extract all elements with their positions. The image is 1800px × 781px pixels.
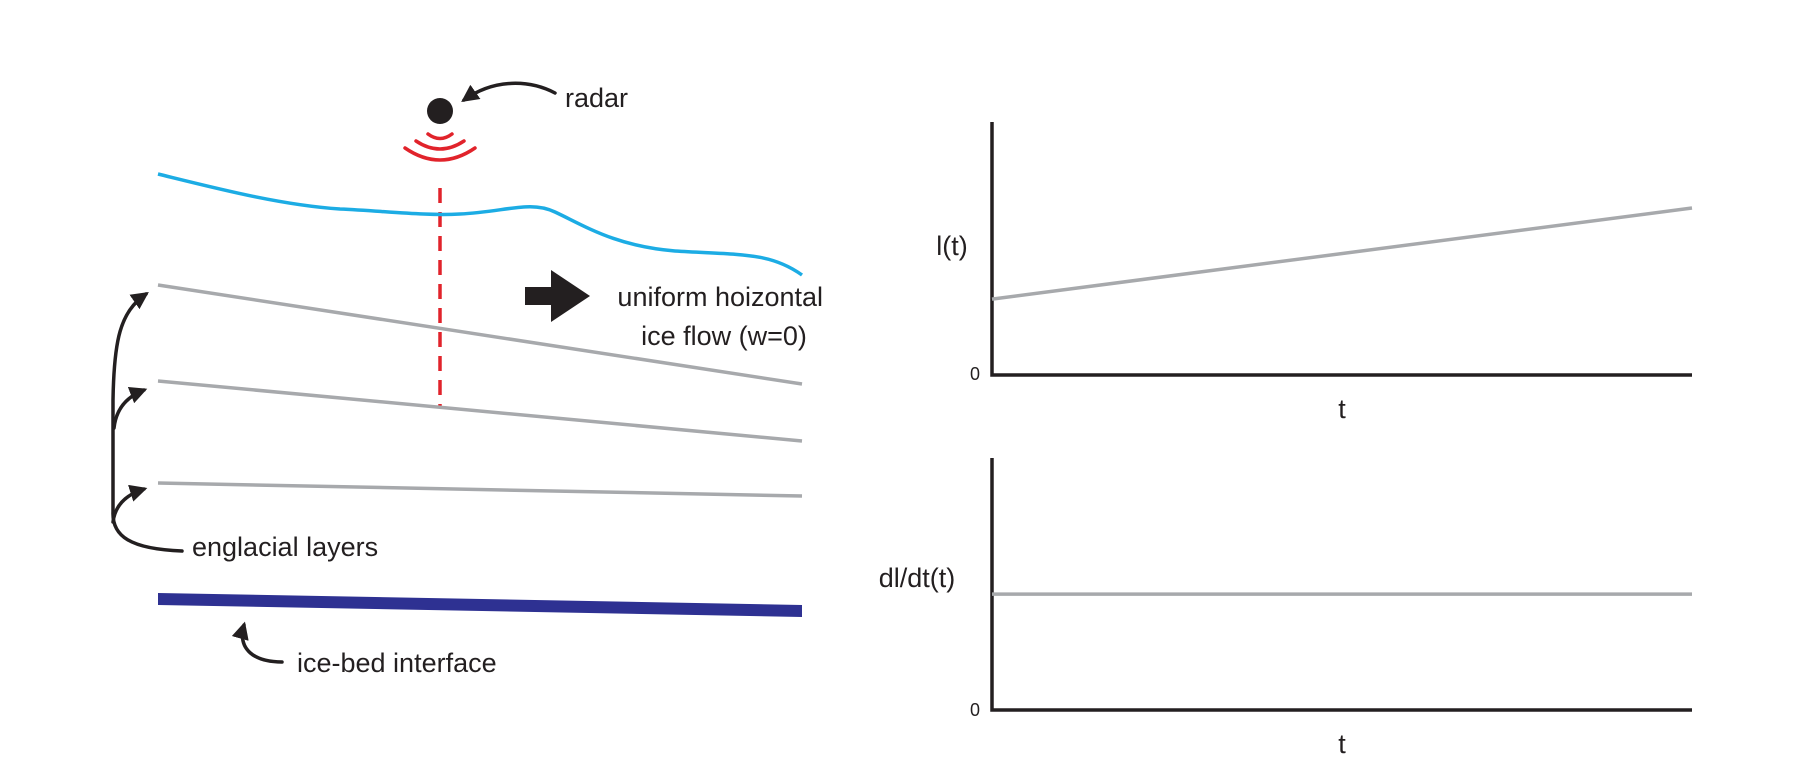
chart-l-zero-label: 0 xyxy=(970,364,980,384)
flow-arrow-icon xyxy=(525,270,590,322)
radar-label: radar xyxy=(565,83,628,113)
radar-signal-waves-icon xyxy=(403,132,477,162)
chart-dldt-zero-label: 0 xyxy=(970,700,980,720)
flow-label: uniform hoizontal ice flow (w=0) xyxy=(617,282,830,351)
ice-bed-interface xyxy=(158,593,802,617)
chart-dldt-x-axis-label: t xyxy=(1338,729,1346,759)
ice-schematic: radar uniform hoizontal ice flow (w=0) e… xyxy=(111,81,830,678)
radar-icon xyxy=(427,98,453,124)
bed-pointer-arrow xyxy=(231,621,284,664)
chart-dldt-y-axis-label: dl/dt(t) xyxy=(879,563,956,593)
chart-l-plot-area xyxy=(991,206,1693,301)
flow-label-line-2: ice flow (w=0) xyxy=(641,321,807,351)
layers-pointer-arrows xyxy=(111,292,184,553)
englacial-layer-2 xyxy=(157,379,803,443)
layers-label: englacial layers xyxy=(192,532,378,562)
ice-surface-line xyxy=(157,172,804,277)
chart-l-x-axis-label: t xyxy=(1338,394,1346,424)
radar-pointer-arrow xyxy=(461,81,557,103)
flow-label-line-1: uniform hoizontal xyxy=(617,282,823,312)
englacial-layer-1 xyxy=(157,283,803,386)
chart-dldt-axes xyxy=(990,458,1692,712)
chart-l-y-axis-label: l(t) xyxy=(936,231,967,261)
bed-label: ice-bed interface xyxy=(297,648,497,678)
chart-l: 0 l(t) t xyxy=(936,122,1693,424)
chart-l-axes xyxy=(990,122,1692,377)
chart-l-series-line-1 xyxy=(991,206,1693,301)
englacial-layer-3 xyxy=(157,481,803,498)
chart-dldt: 0 dl/dt(t) t xyxy=(879,458,1692,759)
